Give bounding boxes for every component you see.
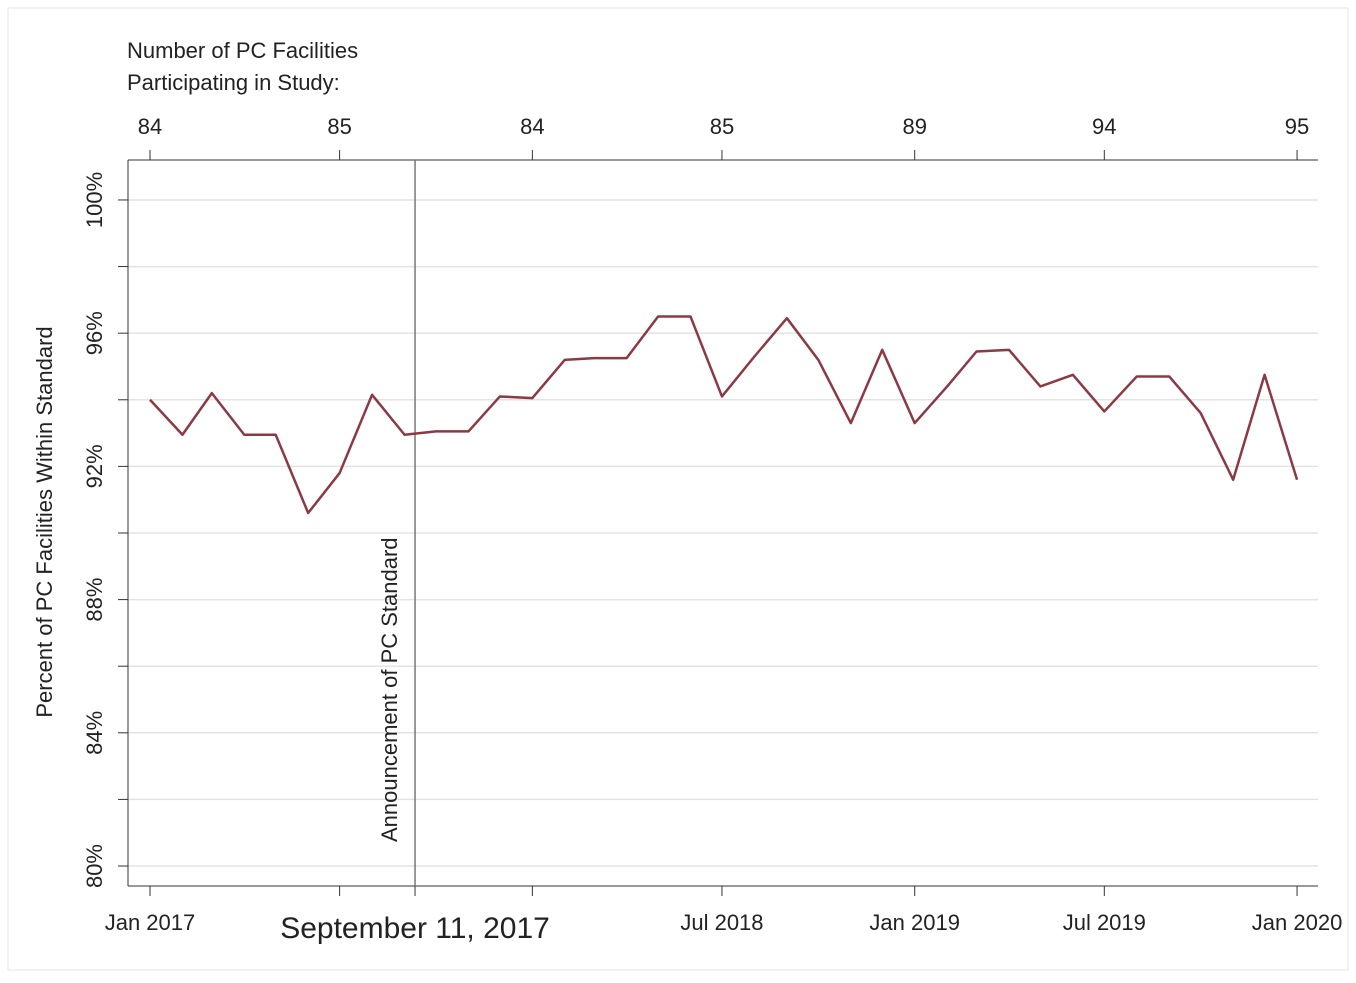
top-axis-title: Participating in Study: — [127, 70, 340, 95]
top-axis-title: Number of PC Facilities — [127, 38, 358, 63]
x-tick-label: Jul 2019 — [1063, 910, 1146, 935]
x-tick-label: Jul 2018 — [680, 910, 763, 935]
x-tick-label: Jan 2020 — [1252, 910, 1343, 935]
chart-frame — [7, 7, 1349, 971]
top-tick-label: 85 — [710, 114, 734, 139]
event-label: September 11, 2017 — [280, 912, 550, 945]
y-tick-label: 80% — [82, 844, 107, 888]
x-tick-label: Jan 2017 — [105, 910, 196, 935]
top-tick-label: 95 — [1285, 114, 1309, 139]
y-tick-label: 96% — [82, 311, 107, 355]
y-tick-label: 100% — [82, 172, 107, 228]
y-tick-label: 92% — [82, 444, 107, 488]
event-annotation: Announcement of PC Standard — [377, 537, 402, 842]
top-tick-label: 89 — [902, 114, 926, 139]
x-tick-label: Jan 2019 — [869, 910, 960, 935]
top-tick-label: 94 — [1092, 114, 1116, 139]
y-axis-title: Percent of PC Facilities Within Standard — [32, 326, 57, 717]
y-tick-label: 84% — [82, 711, 107, 755]
top-tick-label: 84 — [138, 114, 162, 139]
y-tick-label: 88% — [82, 578, 107, 622]
data-line — [149, 315, 1299, 515]
top-tick-label: 84 — [520, 114, 544, 139]
top-tick-label: 85 — [327, 114, 351, 139]
